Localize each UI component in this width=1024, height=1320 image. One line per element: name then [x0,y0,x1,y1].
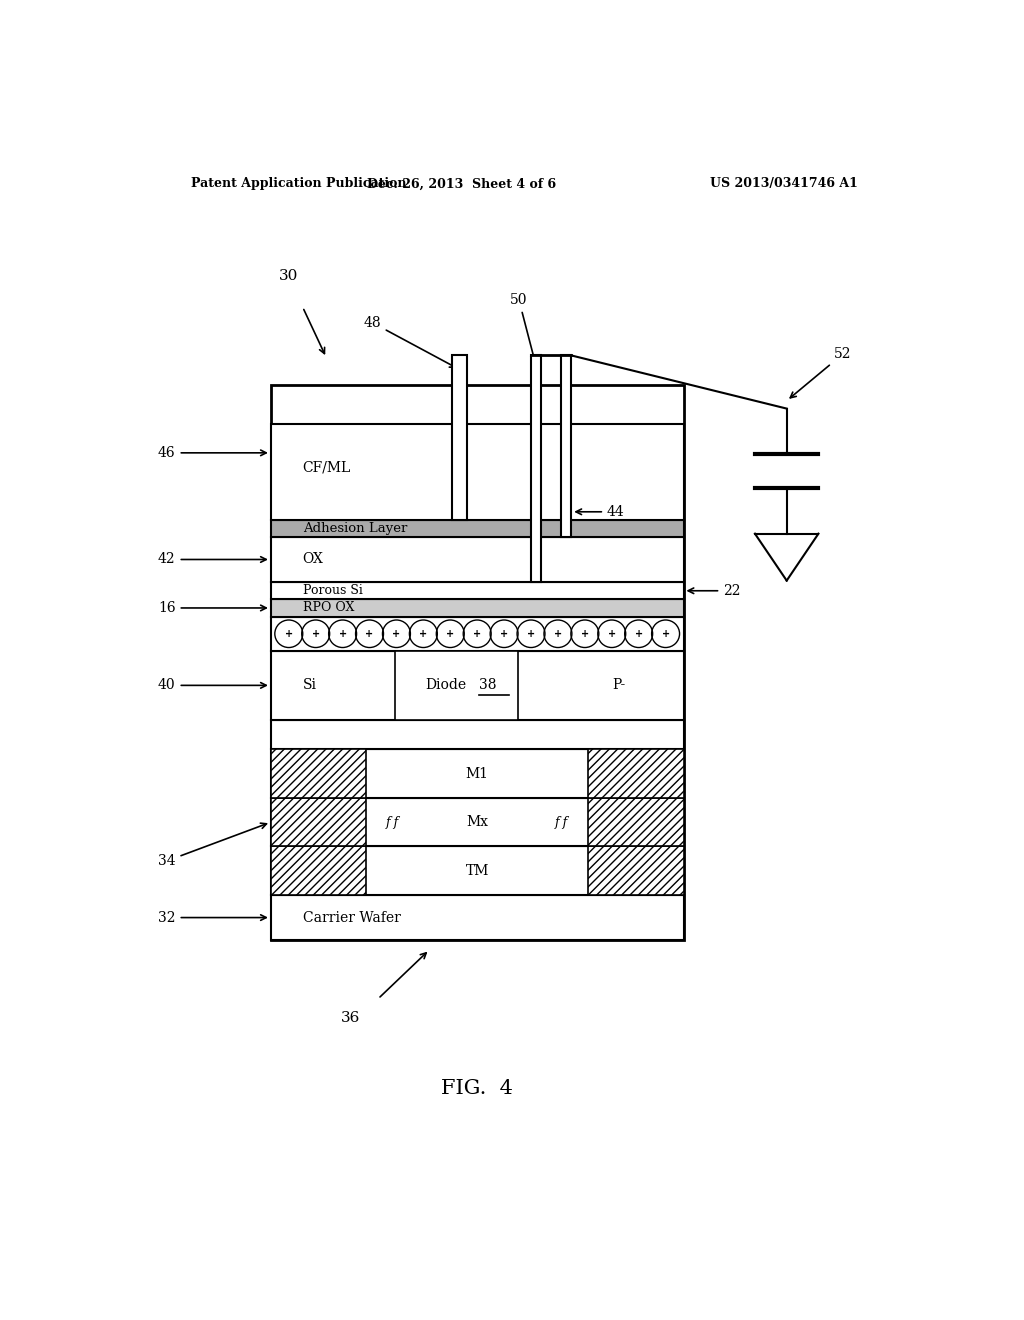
Text: 36: 36 [341,1011,359,1026]
Bar [270,895,684,940]
Text: 30: 30 [279,269,298,282]
Bar [270,599,684,616]
Bar [588,799,684,846]
Text: +: + [527,628,536,639]
Text: +: + [311,628,319,639]
Text: 16: 16 [158,601,266,615]
Text: +: + [554,628,562,639]
Text: f f: f f [386,816,399,829]
Text: 38: 38 [479,678,497,693]
Text: 50: 50 [510,293,537,362]
Text: 40: 40 [158,678,266,693]
Bar [588,846,684,895]
Bar [270,385,684,940]
Bar [394,651,518,719]
Bar [530,355,541,582]
Text: +: + [419,628,427,639]
Text: +: + [662,628,670,639]
Text: Diode: Diode [426,678,467,693]
Bar [270,799,684,846]
Text: 34: 34 [158,824,266,869]
Text: Adhesion Layer: Adhesion Layer [303,521,407,535]
Text: US 2013/0341746 A1: US 2013/0341746 A1 [711,177,858,190]
Text: +: + [446,628,455,639]
Text: +: + [339,628,347,639]
Text: OX: OX [303,553,324,566]
Text: 32: 32 [158,911,266,924]
Bar [270,799,366,846]
Text: +: + [392,628,400,639]
Bar [270,846,684,895]
Bar [270,520,684,537]
Text: 46: 46 [158,446,266,459]
Bar [453,355,467,520]
Bar [270,846,366,895]
Bar [270,719,684,750]
Text: TM: TM [466,863,488,878]
Text: +: + [500,628,508,639]
Bar [561,355,571,537]
Bar [588,750,684,799]
Text: FIG.  4: FIG. 4 [441,1080,513,1098]
Text: M1: M1 [466,767,488,780]
Text: P-: P- [612,678,626,693]
Text: +: + [581,628,589,639]
Text: Carrier Wafer: Carrier Wafer [303,911,400,924]
Bar [270,651,684,719]
Text: 44: 44 [575,504,625,519]
Text: +: + [607,628,615,639]
Text: Mx: Mx [466,816,488,829]
Text: 42: 42 [158,553,266,566]
Text: +: + [473,628,481,639]
Text: +: + [366,628,374,639]
Text: Porous Si: Porous Si [303,585,362,597]
Text: Dec. 26, 2013  Sheet 4 of 6: Dec. 26, 2013 Sheet 4 of 6 [367,177,556,190]
Text: +: + [285,628,293,639]
Bar [270,537,684,582]
Bar [270,750,684,799]
Text: Si: Si [303,678,316,693]
Text: 48: 48 [364,315,456,367]
Bar [270,424,684,520]
Text: 52: 52 [791,347,852,397]
Bar [270,582,684,599]
Bar [270,750,366,799]
Text: 22: 22 [688,583,740,598]
Text: CF/ML: CF/ML [303,461,351,474]
Text: f f: f f [555,816,568,829]
Text: RPO OX: RPO OX [303,602,354,615]
Bar [270,616,684,651]
Text: Patent Application Publication: Patent Application Publication [191,177,407,190]
Text: +: + [635,628,643,639]
